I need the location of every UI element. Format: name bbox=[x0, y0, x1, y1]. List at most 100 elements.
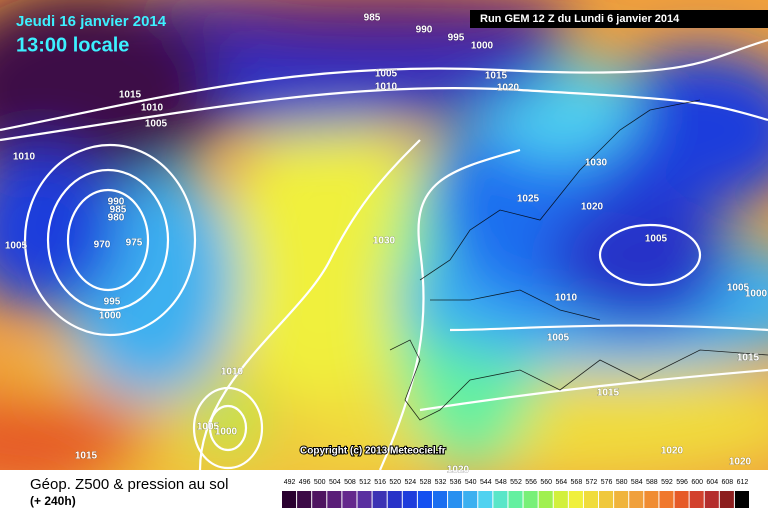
color-swatch bbox=[387, 491, 402, 508]
isobar-label: 1000 bbox=[215, 427, 238, 438]
footer-title: Géop. Z500 & pression au sol bbox=[30, 476, 228, 493]
color-swatch bbox=[327, 491, 342, 508]
color-swatch bbox=[448, 491, 463, 508]
color-swatch bbox=[599, 491, 614, 508]
color-scale-label: 588 bbox=[646, 479, 658, 486]
isobar-label: 990 bbox=[416, 25, 433, 36]
isobar-label: 1015 bbox=[75, 451, 98, 462]
color-swatch bbox=[734, 491, 749, 508]
color-scale-label: 568 bbox=[571, 479, 583, 486]
color-swatch bbox=[342, 491, 357, 508]
color-swatch bbox=[297, 491, 312, 508]
color-swatch bbox=[478, 491, 493, 508]
color-scale-label: 504 bbox=[329, 479, 341, 486]
isobar-label: 1010 bbox=[13, 152, 36, 163]
isobar-label: 1005 bbox=[5, 241, 28, 252]
isobar-label: 1020 bbox=[729, 457, 752, 468]
isobar-label: 1015 bbox=[737, 353, 760, 364]
color-scale-label: 576 bbox=[601, 479, 613, 486]
run-info: Run GEM 12 Z du Lundi 6 janvier 2014 bbox=[480, 13, 680, 25]
color-swatch bbox=[312, 491, 327, 508]
color-scale-label: 500 bbox=[314, 479, 326, 486]
isobar-label: 980 bbox=[108, 213, 125, 224]
color-swatch bbox=[402, 491, 417, 508]
color-swatch bbox=[463, 491, 478, 508]
color-swatch bbox=[719, 491, 734, 508]
color-swatch bbox=[644, 491, 659, 508]
isobar-label: 1005 bbox=[375, 69, 398, 80]
color-swatch bbox=[282, 491, 297, 508]
color-swatch bbox=[493, 491, 508, 508]
color-scale-label: 608 bbox=[722, 479, 734, 486]
color-swatch bbox=[674, 491, 689, 508]
isobar-label: 1025 bbox=[517, 194, 540, 205]
color-swatch bbox=[659, 491, 674, 508]
color-scale-label: 496 bbox=[299, 479, 311, 486]
color-swatch bbox=[357, 491, 372, 508]
color-swatch bbox=[372, 491, 387, 508]
color-swatch bbox=[523, 491, 538, 508]
isobar-label: 1000 bbox=[745, 289, 768, 300]
copyright: Copyright (c) 2013 Meteociel.fr bbox=[300, 446, 446, 457]
isobar-label: 1020 bbox=[497, 83, 520, 94]
color-swatch bbox=[538, 491, 553, 508]
run-box bbox=[470, 10, 768, 28]
color-swatch bbox=[553, 491, 568, 508]
isobar-label: 1020 bbox=[661, 446, 684, 457]
isobar-label: 1020 bbox=[447, 465, 470, 476]
isobar-label: 1005 bbox=[145, 119, 168, 130]
color-swatch bbox=[508, 491, 523, 508]
isobar-label: 1020 bbox=[581, 202, 604, 213]
isobar-label: 1005 bbox=[645, 234, 668, 245]
color-scale-label: 600 bbox=[691, 479, 703, 486]
color-scale-label: 492 bbox=[284, 479, 296, 486]
color-scale-label: 532 bbox=[435, 479, 447, 486]
color-scale-label: 604 bbox=[706, 479, 718, 486]
isobar-label: 1000 bbox=[99, 311, 122, 322]
isobar-label: 1010 bbox=[221, 367, 244, 378]
isobar-label: 1005 bbox=[547, 333, 570, 344]
isobar-label: 1005 bbox=[197, 422, 220, 433]
color-scale-label: 572 bbox=[586, 479, 598, 486]
isobar-label: 1010 bbox=[375, 82, 398, 93]
color-scale-label: 612 bbox=[737, 479, 749, 486]
color-swatch bbox=[417, 491, 432, 508]
color-swatch bbox=[614, 491, 629, 508]
color-scale-label: 524 bbox=[404, 479, 416, 486]
color-swatch bbox=[704, 491, 719, 508]
isobar-label: 995 bbox=[104, 297, 121, 308]
color-scale-label: 536 bbox=[450, 479, 462, 486]
isobar-label: 970 bbox=[94, 240, 111, 251]
color-scale-label: 552 bbox=[510, 479, 522, 486]
color-scale-label: 512 bbox=[359, 479, 371, 486]
color-scale-label: 516 bbox=[374, 479, 386, 486]
color-swatch bbox=[689, 491, 704, 508]
color-scale-label: 580 bbox=[616, 479, 628, 486]
color-swatch bbox=[629, 491, 644, 508]
isobar-label: 1030 bbox=[373, 236, 396, 247]
isobar-label: 1015 bbox=[485, 71, 508, 82]
isobar-label: 1030 bbox=[585, 158, 608, 169]
color-scale-label: 544 bbox=[480, 479, 492, 486]
color-scale-label: 584 bbox=[631, 479, 643, 486]
color-scale-label: 592 bbox=[661, 479, 673, 486]
isobar-label: 990 bbox=[108, 197, 125, 208]
date: Jeudi 16 janvier 2014 bbox=[16, 13, 167, 30]
isobar-label: 985 bbox=[110, 205, 127, 216]
isobar-label: 1010 bbox=[555, 293, 578, 304]
color-scale-label: 508 bbox=[344, 479, 356, 486]
footer-lead: (+ 240h) bbox=[30, 494, 76, 508]
color-scale-label: 540 bbox=[465, 479, 477, 486]
isobar-label: 985 bbox=[364, 13, 381, 24]
isobar-label: 995 bbox=[448, 33, 465, 44]
color-swatch bbox=[432, 491, 448, 508]
color-swatch bbox=[568, 491, 583, 508]
color-scale-label: 564 bbox=[555, 479, 567, 486]
isobar-label: 975 bbox=[126, 238, 143, 249]
color-scale-label: 548 bbox=[495, 479, 507, 486]
isobar-label: 1015 bbox=[597, 388, 620, 399]
color-scale-label: 560 bbox=[540, 479, 552, 486]
